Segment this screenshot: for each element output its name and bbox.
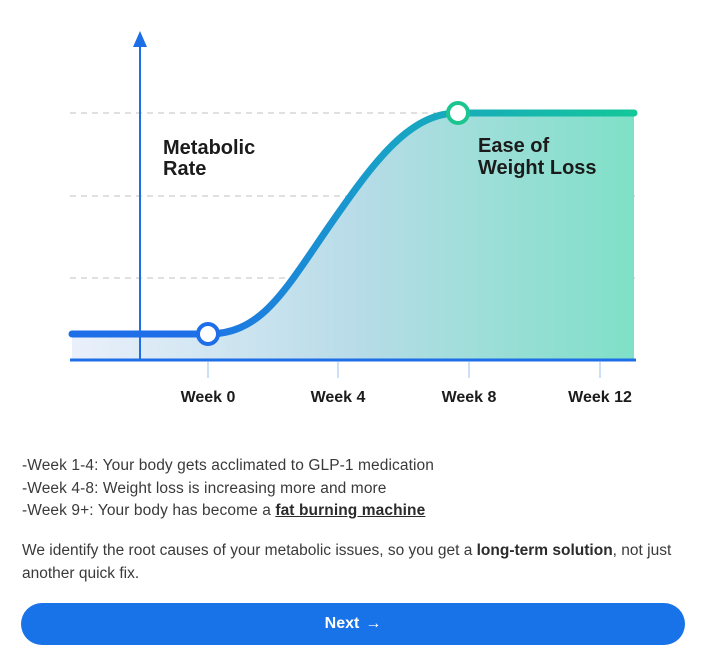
next-button-label: Next [324, 615, 360, 632]
bullet-week-9: -Week 9+: Your body has become a fat bur… [22, 500, 692, 523]
next-button[interactable]: Next → [21, 603, 685, 645]
bullet-text: -Week 1-4: Your body gets acclimated to … [22, 457, 434, 474]
y-axis-label: Metabolic Rate [163, 137, 261, 180]
description-text-end: , not just another quick fix. [22, 542, 672, 582]
bullet-week-1-4: -Week 1-4: Your body gets acclimated to … [22, 455, 692, 478]
long-term-solution-emphasis: long-term solution [476, 542, 613, 559]
annotation-line1: Ease of [478, 135, 549, 157]
start-marker [196, 322, 220, 346]
ease-of-weight-loss-label: Ease of Weight Loss [478, 135, 597, 179]
y-axis-label-line2: Rate [163, 158, 206, 180]
root-causes-description: We identify the root causes of your meta… [22, 540, 672, 585]
x-tick-label-week-0: Week 0 [181, 389, 236, 406]
description-text: We identify the root causes of your meta… [22, 542, 477, 559]
bullet-text: -Week 9+: Your body has become a [22, 502, 276, 519]
bullet-text: -Week 4-8: Weight loss is increasing mor… [22, 479, 387, 497]
y-axis-arrow-icon [133, 31, 147, 47]
week-bullets: -Week 1-4: Your body gets acclimated to … [22, 455, 692, 523]
x-ticks [207, 362, 601, 378]
bullet-week-4-8: -Week 4-8: Weight loss is increasing mor… [22, 478, 692, 501]
x-tick-label-week-4: Week 4 [311, 389, 366, 406]
end-marker [446, 101, 470, 125]
arrow-right-icon: → [365, 615, 382, 632]
x-tick-label-week-12: Week 12 [568, 389, 632, 406]
chart-area-fill [72, 113, 634, 360]
metabolic-rate-chart: Metabolic Rate Ease of Weight Loss Week … [68, 31, 638, 406]
annotation-line2: Weight Loss [478, 157, 597, 179]
metabolic-curve [68, 109, 638, 338]
y-axis-label-line1: Metabolic [163, 137, 255, 159]
fat-burning-highlight: fat burning machine [275, 502, 426, 519]
x-tick-label-week-8: Week 8 [442, 389, 497, 406]
